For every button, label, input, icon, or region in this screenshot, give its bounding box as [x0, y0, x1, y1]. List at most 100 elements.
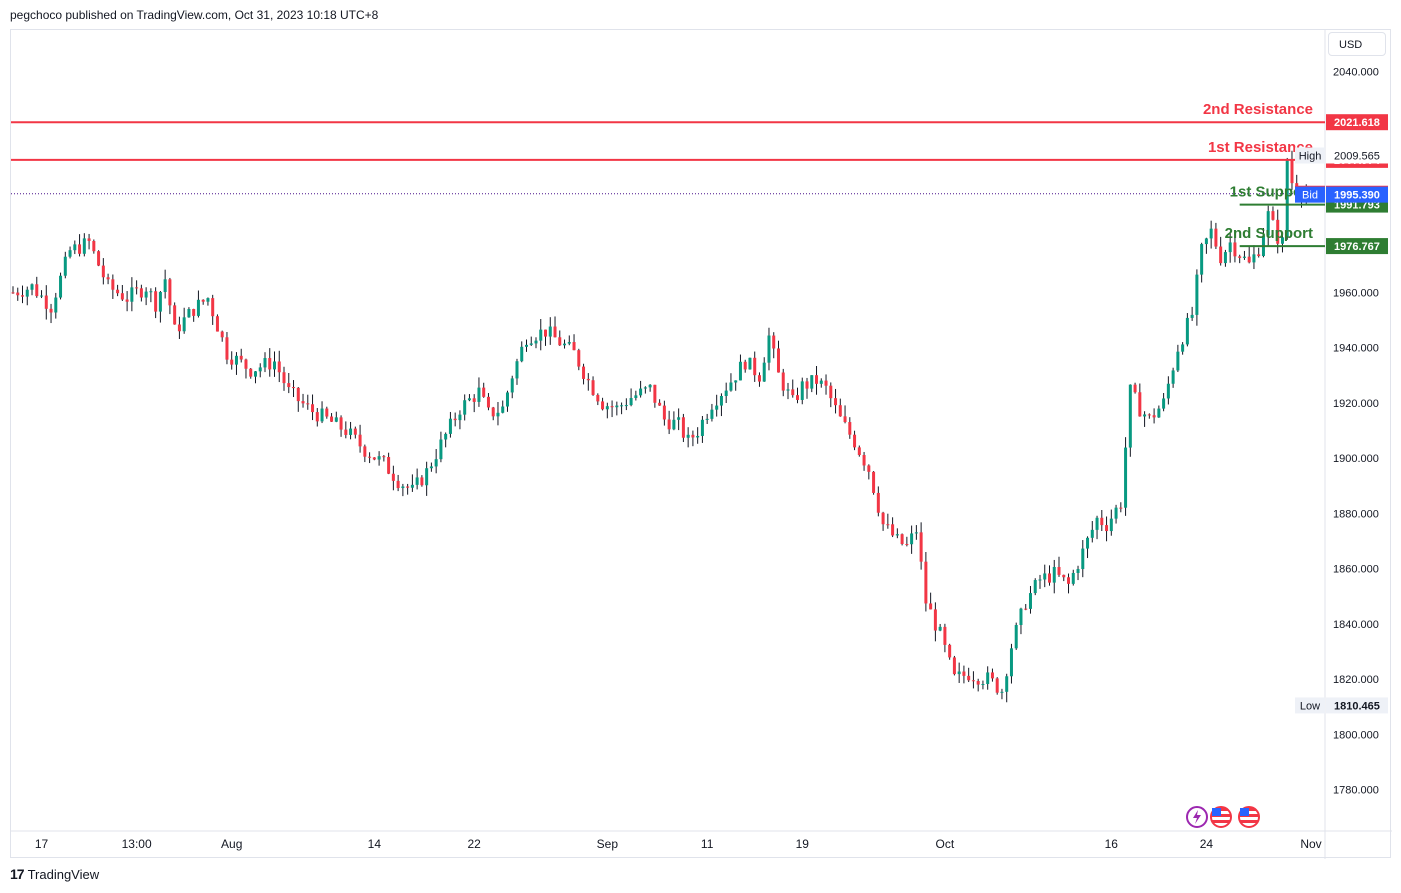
- candle-body: [363, 446, 367, 457]
- candle-body: [872, 471, 876, 493]
- candle-body: [130, 287, 134, 302]
- bid-marker-value-bg: [1326, 186, 1388, 203]
- currency-button[interactable]: USD: [1328, 32, 1386, 56]
- candle-body: [410, 484, 414, 488]
- lightning-icon[interactable]: [1186, 806, 1208, 828]
- candle-body: [453, 418, 457, 421]
- candle-body: [719, 396, 723, 406]
- candle-body: [524, 344, 528, 347]
- candle-body: [910, 533, 914, 545]
- low-marker-value: 1810.465: [1334, 700, 1380, 712]
- candle-body: [510, 378, 514, 393]
- candle-body: [615, 405, 619, 408]
- candle-body: [1233, 242, 1237, 257]
- candle-body: [1133, 384, 1137, 393]
- candle-body: [482, 387, 486, 397]
- candle-body: [97, 251, 101, 266]
- candle-body: [154, 291, 158, 312]
- candle-body: [444, 433, 448, 440]
- candle-body: [387, 457, 391, 474]
- candle-body: [1166, 383, 1170, 399]
- markers-group: High2009.565Low1810.465Ask1995.720Bid199…: [1295, 147, 1388, 714]
- candle-body: [368, 456, 372, 458]
- price-tick-label: 1860.000: [1333, 564, 1379, 576]
- candle-body: [344, 429, 348, 435]
- candle-body: [306, 403, 310, 405]
- us-flag-icon[interactable]: [1238, 806, 1260, 828]
- candle-body: [843, 416, 847, 423]
- candle-body: [815, 375, 819, 384]
- candle-body: [315, 412, 319, 422]
- candle-body: [206, 298, 210, 302]
- candle-body: [724, 390, 728, 397]
- time-tick-label: 19: [796, 837, 810, 851]
- low-marker-tag: Low: [1300, 700, 1320, 712]
- candle-body: [567, 342, 571, 344]
- candle-body: [182, 317, 186, 332]
- price-tick-label: 2040.000: [1333, 66, 1379, 78]
- candle-body: [767, 335, 771, 363]
- candle-body: [629, 398, 633, 406]
- candle-body: [762, 362, 766, 382]
- candle-body: [211, 298, 215, 317]
- candle-body: [986, 672, 990, 685]
- candle-body: [158, 291, 162, 312]
- candle-body: [391, 473, 395, 481]
- candle-body: [429, 466, 433, 469]
- candle-body: [139, 288, 143, 298]
- price-axis[interactable]: 2040.000 1960.000 1940.000 1920.000 1900.000…: [1333, 66, 1379, 796]
- candle-body: [1247, 256, 1251, 263]
- candle-body: [967, 675, 971, 681]
- candle-body: [1019, 608, 1023, 626]
- level-annotation: 2nd Support: [1225, 225, 1313, 242]
- candle-body: [1138, 392, 1142, 417]
- time-tick-label: Sep: [597, 837, 619, 851]
- candle-body: [715, 405, 719, 410]
- candle-body: [1114, 507, 1118, 519]
- us-flag-icon[interactable]: [1210, 806, 1232, 828]
- candle-body: [111, 279, 115, 290]
- candle-body: [529, 343, 533, 345]
- candle-body: [116, 289, 120, 294]
- price-tick-label: 1900.000: [1333, 453, 1379, 465]
- candle-body: [63, 256, 67, 276]
- candle-body: [672, 419, 676, 430]
- candle-body: [339, 417, 343, 430]
- candles-group: [11, 150, 1308, 703]
- time-axis[interactable]: 17 13:00 Aug 14 22 Sep 11 19 Oct 16 24 Nov: [35, 837, 1322, 851]
- candle-body: [35, 284, 39, 297]
- candle-body: [791, 389, 795, 396]
- candle-body: [21, 295, 25, 297]
- candle-body: [1276, 219, 1280, 244]
- candle-body: [1214, 228, 1218, 247]
- candle-body: [1028, 593, 1032, 609]
- candle-body: [1090, 529, 1094, 538]
- candle-body: [591, 380, 595, 395]
- candle-body: [743, 361, 747, 370]
- candle-body: [187, 309, 191, 318]
- candle-body: [59, 275, 63, 298]
- candle-body: [1009, 648, 1013, 677]
- low-marker-tag-bg: [1295, 697, 1325, 714]
- candle-body: [1109, 518, 1113, 532]
- time-tick-label: 13:00: [122, 837, 152, 851]
- candle-body: [1124, 447, 1128, 508]
- tradingview-logo[interactable]: 17 TradingView: [10, 866, 99, 882]
- candle-body: [463, 400, 467, 415]
- time-tick-label: 24: [1200, 837, 1214, 851]
- candle-body: [995, 678, 999, 693]
- candle-body: [1242, 256, 1246, 258]
- candle-body: [220, 331, 224, 338]
- candle-body: [196, 299, 200, 316]
- candle-body: [558, 337, 562, 346]
- candle-body: [282, 372, 286, 384]
- candle-body: [891, 524, 895, 536]
- candle-body: [648, 384, 652, 388]
- candle-body: [796, 395, 800, 400]
- candle-body: [268, 358, 272, 370]
- candle-body: [1252, 254, 1256, 263]
- candle-body: [1081, 548, 1085, 570]
